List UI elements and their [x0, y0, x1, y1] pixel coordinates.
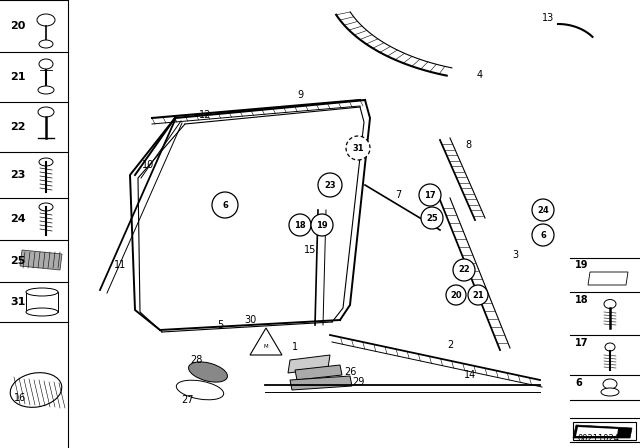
Text: 17: 17	[575, 338, 589, 348]
Ellipse shape	[605, 343, 615, 351]
Text: 23: 23	[10, 170, 26, 180]
Ellipse shape	[604, 300, 616, 309]
Text: 19: 19	[575, 260, 589, 270]
Text: 31: 31	[352, 143, 364, 152]
Polygon shape	[295, 365, 342, 380]
Text: 25: 25	[426, 214, 438, 223]
Polygon shape	[288, 355, 330, 373]
Text: 18: 18	[294, 220, 306, 229]
Text: 7: 7	[395, 190, 401, 200]
Text: 19: 19	[316, 220, 328, 229]
Text: 31: 31	[10, 297, 26, 307]
Circle shape	[419, 184, 441, 206]
Text: 8: 8	[465, 140, 471, 150]
Circle shape	[468, 285, 488, 305]
Text: 14: 14	[464, 370, 476, 380]
Text: 9: 9	[297, 90, 303, 100]
Text: 6: 6	[540, 231, 546, 240]
Text: 15: 15	[304, 245, 316, 255]
Ellipse shape	[38, 86, 54, 94]
Circle shape	[289, 214, 311, 236]
Polygon shape	[573, 425, 632, 438]
Text: 28: 28	[190, 355, 202, 365]
Text: 22: 22	[458, 266, 470, 275]
Text: 22: 22	[10, 122, 26, 132]
Polygon shape	[588, 272, 628, 285]
Ellipse shape	[189, 362, 227, 382]
Text: M: M	[264, 345, 268, 349]
Text: 16: 16	[14, 393, 26, 403]
Text: 30: 30	[244, 315, 256, 325]
Text: 13: 13	[542, 13, 554, 23]
Text: 5: 5	[217, 320, 223, 330]
Ellipse shape	[26, 308, 58, 316]
Ellipse shape	[601, 388, 619, 396]
Circle shape	[311, 214, 333, 236]
Text: 26: 26	[344, 367, 356, 377]
Circle shape	[532, 224, 554, 246]
Polygon shape	[576, 427, 618, 436]
Text: 20: 20	[10, 21, 26, 31]
Text: 20: 20	[450, 290, 462, 300]
Polygon shape	[26, 292, 58, 312]
Ellipse shape	[26, 288, 58, 296]
Text: 00211024: 00211024	[578, 434, 620, 443]
Text: 27: 27	[182, 395, 195, 405]
Circle shape	[346, 136, 370, 160]
Text: 2: 2	[447, 340, 453, 350]
Circle shape	[446, 285, 466, 305]
Circle shape	[453, 259, 475, 281]
Text: 6: 6	[222, 201, 228, 210]
Text: 21: 21	[472, 290, 484, 300]
Polygon shape	[20, 250, 62, 270]
Text: 6: 6	[575, 378, 582, 388]
Text: 18: 18	[575, 295, 589, 305]
Ellipse shape	[39, 40, 53, 48]
Text: 29: 29	[352, 377, 364, 387]
Text: 3: 3	[512, 250, 518, 260]
Text: 1: 1	[292, 342, 298, 352]
Circle shape	[532, 199, 554, 221]
Text: 12: 12	[199, 110, 211, 120]
Polygon shape	[290, 376, 352, 390]
Circle shape	[212, 192, 238, 218]
Circle shape	[421, 207, 443, 229]
Text: 24: 24	[10, 214, 26, 224]
Ellipse shape	[10, 373, 62, 407]
Text: 25: 25	[10, 256, 26, 266]
Circle shape	[318, 173, 342, 197]
Text: 21: 21	[10, 72, 26, 82]
Ellipse shape	[603, 379, 617, 389]
Text: 11: 11	[114, 260, 126, 270]
Text: 17: 17	[424, 190, 436, 199]
Text: 24: 24	[537, 206, 549, 215]
Text: 4: 4	[477, 70, 483, 80]
Ellipse shape	[176, 380, 224, 400]
Polygon shape	[250, 328, 282, 355]
Polygon shape	[573, 422, 636, 440]
Text: 23: 23	[324, 181, 336, 190]
Text: 10: 10	[142, 160, 154, 170]
